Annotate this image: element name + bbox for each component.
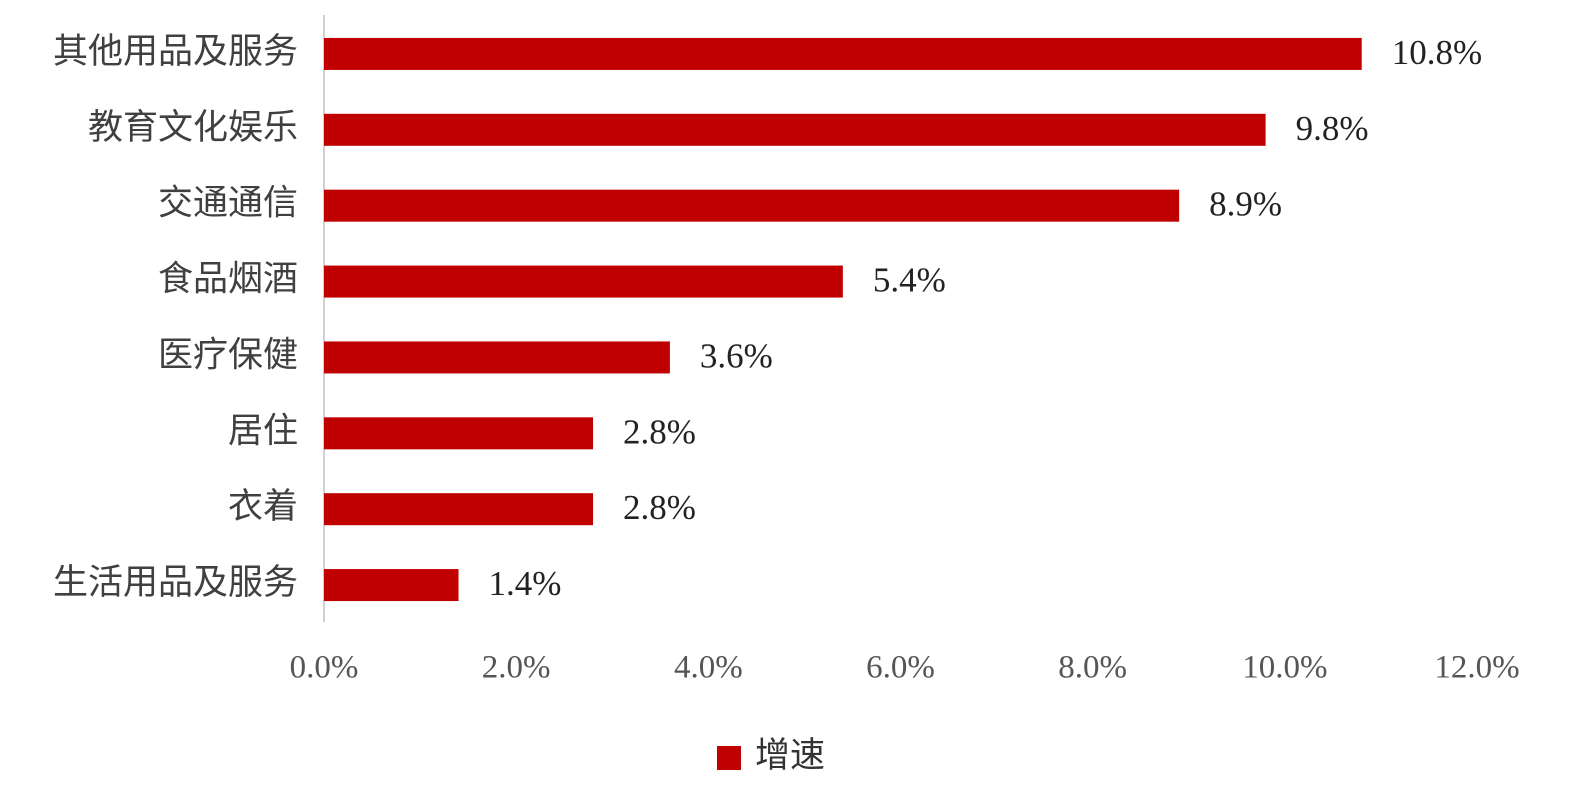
x-tick-label: 12.0% [1434,650,1519,686]
bar [324,189,1180,222]
y-tick-label: 医疗保健 [158,335,298,374]
x-tick-label: 10.0% [1242,650,1327,686]
x-tick-label: 8.0% [1058,650,1127,686]
legend-label: 增速 [755,736,825,775]
y-tick-label: 衣着 [228,487,298,526]
value-label: 8.9% [1209,185,1282,224]
y-tick-label: 教育文化娱乐 [88,108,298,147]
x-tick-label: 4.0% [674,650,743,686]
bar [324,113,1266,146]
x-tick-label: 6.0% [866,650,935,686]
y-tick-label: 其他用品及服务 [53,32,298,71]
value-label: 10.8% [1392,33,1482,72]
value-label: 2.8% [623,412,696,451]
bar [324,265,843,298]
y-tick-label: 居住 [228,411,298,450]
bar [324,417,594,450]
value-label: 3.6% [700,336,773,375]
y-tick-label: 食品烟酒 [158,260,298,299]
value-label: 9.8% [1296,109,1369,148]
y-tick-label: 交通通信 [158,184,298,223]
value-label: 1.4% [489,564,562,603]
legend-swatch [717,746,741,770]
x-tick-label: 0.0% [290,650,359,686]
value-label: 2.8% [623,488,696,527]
bar [324,493,594,526]
value-label: 5.4% [873,261,946,300]
bar [324,341,670,374]
x-tick-label: 2.0% [482,650,551,686]
bar [324,569,459,602]
bar [324,37,1362,70]
y-tick-label: 生活用品及服务 [53,563,298,602]
